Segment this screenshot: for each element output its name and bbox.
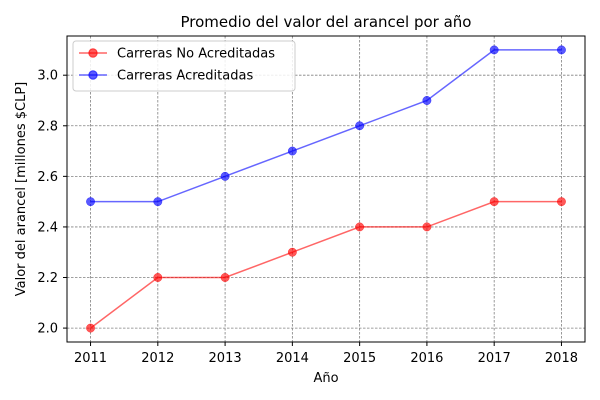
data-point xyxy=(422,222,432,232)
data-point xyxy=(489,197,499,207)
data-point xyxy=(220,171,230,181)
y-tick-label: 2.0 xyxy=(37,322,58,337)
legend-box xyxy=(72,40,296,92)
y-tick-label: 2.4 xyxy=(37,220,58,235)
series-2 xyxy=(86,45,566,207)
data-point xyxy=(557,197,566,207)
x-tick-label: 2016 xyxy=(410,351,443,366)
x-tick-label: 2018 xyxy=(545,351,578,366)
y-tick-label: 3.0 xyxy=(37,69,58,84)
y-axis-label: Valor del arancel [millones $CLP] xyxy=(14,82,29,296)
series-line xyxy=(90,49,562,203)
chart-title: Promedio del valor del arancel por año xyxy=(181,13,472,31)
data-point xyxy=(489,45,499,55)
x-axis-label: Año xyxy=(313,371,338,386)
data-point xyxy=(86,197,95,207)
data-point xyxy=(220,273,230,282)
x-tick-label: 2013 xyxy=(209,351,242,366)
x-tick-label: 2015 xyxy=(343,351,376,366)
y-tick-label: 2.8 xyxy=(37,119,58,134)
legend: Carreras No Acreditadas Carreras Acredita… xyxy=(72,40,296,92)
legend-marker xyxy=(88,48,98,58)
data-point xyxy=(153,197,163,207)
legend-label: Carreras Acreditadas xyxy=(117,69,253,84)
data-point xyxy=(153,273,163,282)
axis-ticks: 2011 2012 2013 2014 2015 2016 2017 2018 2.0 2.2 2.… xyxy=(37,69,578,366)
data-point xyxy=(557,45,566,55)
x-tick-label: 2011 xyxy=(74,351,107,366)
plot-frame xyxy=(66,35,586,343)
data-point xyxy=(86,323,95,333)
data-point xyxy=(287,247,297,257)
series-layer xyxy=(86,45,566,333)
data-point xyxy=(422,96,432,105)
data-point xyxy=(355,222,365,232)
y-tick-label: 2.6 xyxy=(37,170,58,185)
x-tick-label: 2012 xyxy=(141,351,174,366)
data-point xyxy=(355,121,365,131)
x-tick-label: 2017 xyxy=(478,351,511,366)
legend-label: Carreras No Acreditadas xyxy=(117,47,275,62)
series-line xyxy=(90,200,562,329)
y-tick-label: 2.2 xyxy=(37,271,58,286)
data-point xyxy=(287,146,297,156)
legend-marker xyxy=(88,70,98,80)
series-1 xyxy=(86,197,566,333)
x-tick-label: 2014 xyxy=(276,351,309,366)
